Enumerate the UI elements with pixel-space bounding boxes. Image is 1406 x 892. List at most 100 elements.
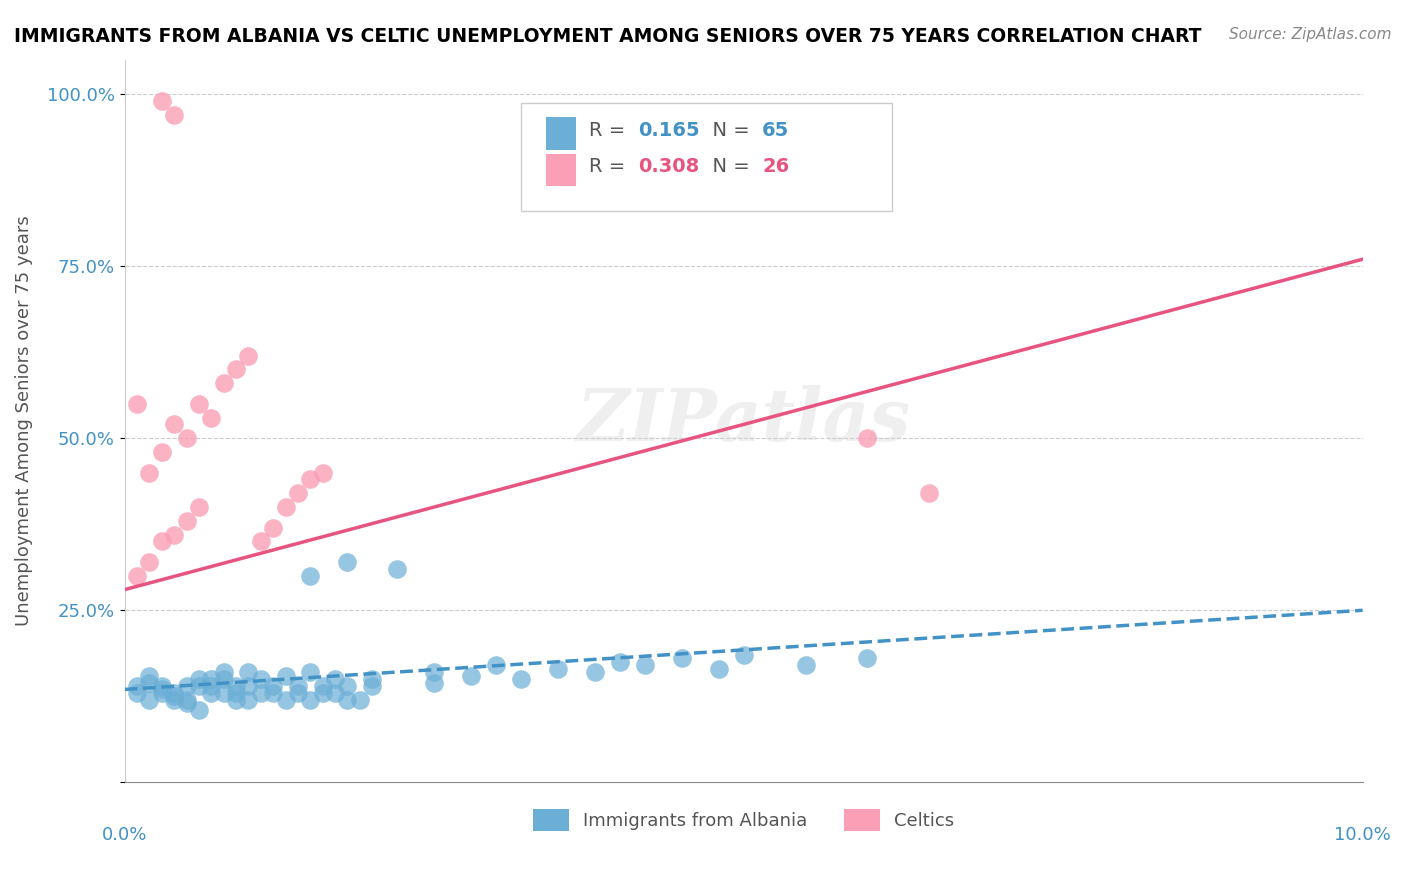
Point: [299, 473, 322, 487]
Point: [187, 672, 209, 686]
Point: [856, 651, 879, 665]
Point: [312, 679, 335, 693]
Point: [238, 665, 260, 680]
Point: [176, 679, 198, 693]
Point: [225, 686, 247, 700]
Point: [138, 466, 160, 480]
Point: [200, 679, 222, 693]
Point: [200, 410, 222, 425]
Point: [176, 696, 198, 710]
Point: [287, 679, 309, 693]
Point: [138, 668, 160, 682]
Point: [323, 686, 346, 700]
Point: [336, 692, 359, 706]
Point: [176, 431, 198, 445]
Point: [485, 658, 508, 673]
Point: [299, 569, 322, 583]
Text: 65: 65: [762, 121, 789, 140]
Point: [163, 690, 186, 704]
Text: R =: R =: [589, 157, 631, 176]
Point: [385, 562, 408, 576]
Text: N =: N =: [700, 157, 756, 176]
Point: [609, 655, 631, 669]
Point: [212, 686, 235, 700]
Point: [200, 686, 222, 700]
Point: [176, 692, 198, 706]
Text: N =: N =: [700, 121, 756, 140]
Point: [187, 397, 209, 411]
Point: [856, 431, 879, 445]
Point: [249, 672, 271, 686]
FancyBboxPatch shape: [546, 153, 576, 186]
Point: [212, 672, 235, 686]
Point: [423, 675, 446, 690]
Text: ZIPatlas: ZIPatlas: [576, 385, 911, 457]
Point: [212, 665, 235, 680]
Point: [460, 668, 482, 682]
Point: [187, 500, 209, 514]
Point: [633, 658, 655, 673]
Point: [547, 662, 569, 676]
Text: 10.0%: 10.0%: [1334, 826, 1391, 844]
Point: [299, 665, 322, 680]
Y-axis label: Unemployment Among Seniors over 75 years: Unemployment Among Seniors over 75 years: [15, 216, 32, 626]
Point: [287, 686, 309, 700]
Point: [150, 686, 173, 700]
Point: [238, 679, 260, 693]
Point: [794, 658, 817, 673]
Point: [150, 445, 173, 459]
Point: [323, 672, 346, 686]
Point: [238, 349, 260, 363]
Point: [509, 672, 531, 686]
Point: [274, 692, 297, 706]
Point: [423, 665, 446, 680]
Point: [238, 692, 260, 706]
Point: [138, 675, 160, 690]
Point: [733, 648, 755, 662]
Point: [262, 686, 284, 700]
Point: [138, 555, 160, 569]
Point: [163, 417, 186, 432]
Point: [336, 555, 359, 569]
Point: [150, 94, 173, 108]
Point: [212, 376, 235, 391]
Point: [671, 651, 693, 665]
Text: 0.165: 0.165: [638, 121, 700, 140]
Point: [163, 686, 186, 700]
Point: [299, 692, 322, 706]
Point: [274, 668, 297, 682]
Point: [187, 679, 209, 693]
Text: 26: 26: [762, 157, 789, 176]
Text: 0.0%: 0.0%: [101, 826, 148, 844]
Point: [125, 679, 148, 693]
Point: [150, 679, 173, 693]
Point: [249, 686, 271, 700]
Point: [583, 665, 606, 680]
Point: [125, 397, 148, 411]
Point: [274, 500, 297, 514]
Point: [225, 679, 247, 693]
Point: [312, 466, 335, 480]
Text: 0.308: 0.308: [638, 157, 700, 176]
FancyBboxPatch shape: [546, 118, 576, 150]
Text: R =: R =: [589, 121, 631, 140]
Point: [361, 672, 384, 686]
FancyBboxPatch shape: [520, 103, 893, 211]
Point: [125, 569, 148, 583]
Point: [287, 486, 309, 500]
Point: [225, 692, 247, 706]
Point: [163, 108, 186, 122]
Point: [707, 662, 730, 676]
Text: IMMIGRANTS FROM ALBANIA VS CELTIC UNEMPLOYMENT AMONG SENIORS OVER 75 YEARS CORRE: IMMIGRANTS FROM ALBANIA VS CELTIC UNEMPL…: [14, 27, 1202, 45]
Point: [349, 692, 371, 706]
Legend: Immigrants from Albania, Celtics: Immigrants from Albania, Celtics: [526, 802, 962, 838]
Point: [918, 486, 941, 500]
Point: [163, 527, 186, 541]
Point: [361, 679, 384, 693]
Point: [125, 686, 148, 700]
Point: [138, 692, 160, 706]
Point: [150, 534, 173, 549]
Point: [262, 679, 284, 693]
Point: [336, 679, 359, 693]
Point: [200, 672, 222, 686]
